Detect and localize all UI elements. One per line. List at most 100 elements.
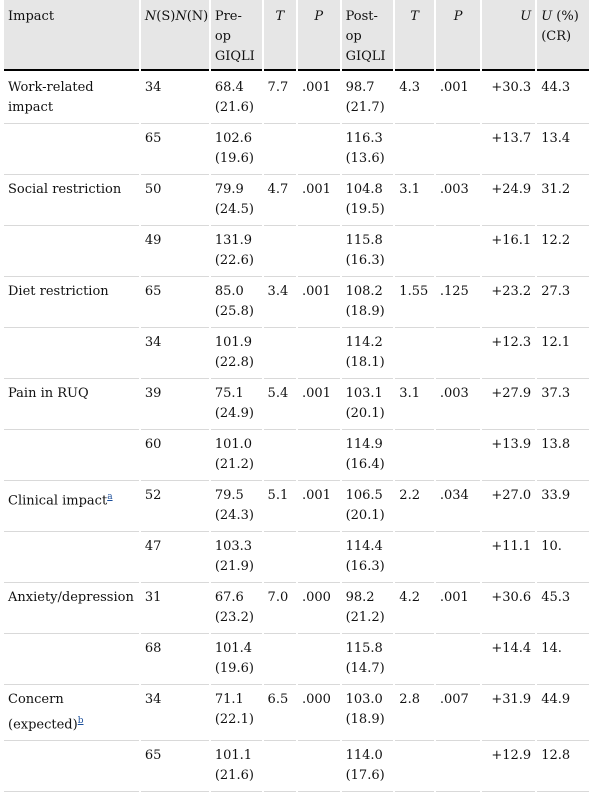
cell-pre: 68.4 (21.6) bbox=[210, 71, 262, 124]
cell-pre: 79.5 (24.3) bbox=[210, 481, 262, 532]
cell-u-text: +30.6 bbox=[491, 590, 532, 605]
cell-post: 98.7 (21.7) bbox=[341, 71, 394, 124]
cell-u: +13.9 bbox=[482, 430, 536, 481]
cell-p2-text: .034 bbox=[439, 488, 469, 503]
cell-cr: 10. bbox=[537, 532, 589, 583]
cell-t1-text: 6.5 bbox=[267, 692, 289, 707]
cell-u-text: +30.3 bbox=[491, 80, 532, 95]
cell-t2: 2.2 bbox=[395, 481, 434, 532]
cell-n: 68 bbox=[140, 634, 209, 685]
header-p2: P bbox=[435, 0, 481, 71]
footnote-link[interactable]: a bbox=[107, 492, 113, 502]
cell-n: 49 bbox=[140, 226, 209, 277]
cell-t1 bbox=[263, 430, 296, 481]
cell-cr-text: 27.3 bbox=[541, 284, 571, 299]
cell-t1 bbox=[263, 634, 296, 685]
cell-post-text: 103.1 (20.1) bbox=[345, 386, 385, 421]
cell-u: +30.6 bbox=[482, 583, 536, 634]
cell-p1: .001 bbox=[298, 379, 340, 430]
cell-n: 47 bbox=[140, 532, 209, 583]
cell-pre: 85.0 (25.8) bbox=[210, 277, 262, 328]
cell-p2-text: .003 bbox=[439, 182, 469, 197]
cell-u: +23.2 bbox=[482, 277, 536, 328]
cell-cr-text: 12.2 bbox=[541, 233, 571, 248]
cell-t1: 7.0 bbox=[263, 583, 296, 634]
cell-t2-text: 2.8 bbox=[399, 692, 420, 707]
cell-cr-text: 14. bbox=[541, 641, 562, 656]
cell-impact: Diet restriction bbox=[4, 277, 139, 328]
cell-p2 bbox=[435, 634, 481, 685]
cell-impact bbox=[4, 634, 139, 685]
cell-p2: .034 bbox=[435, 481, 481, 532]
cell-pre-text: 101.9 (22.8) bbox=[214, 335, 254, 370]
cell-t2: 4.2 bbox=[395, 583, 434, 634]
cell-cr-text: 13.4 bbox=[541, 131, 571, 146]
cell-t2: 3.1 bbox=[395, 379, 434, 430]
cell-p1: .001 bbox=[298, 71, 340, 124]
cell-p1: .000 bbox=[298, 685, 340, 742]
cell-cr-text: 13.8 bbox=[541, 437, 571, 452]
cell-t1-text: 7.0 bbox=[267, 590, 289, 605]
cell-cr-text: 12.1 bbox=[541, 335, 571, 350]
cell-u-text: +31.9 bbox=[491, 692, 532, 707]
cell-u-text: +27.9 bbox=[491, 386, 532, 401]
cell-post-text: 114.0 (17.6) bbox=[345, 748, 385, 784]
cell-p2 bbox=[435, 226, 481, 277]
cell-n-text: 34 bbox=[144, 335, 162, 350]
cell-n: 60 bbox=[140, 430, 209, 481]
cell-t2-text: 3.1 bbox=[399, 386, 420, 401]
cell-u: +14.4 bbox=[482, 634, 536, 685]
cell-post: 103.0 (18.9) bbox=[341, 685, 394, 742]
cell-post-text: 98.2 (21.2) bbox=[345, 590, 385, 625]
cell-p1-text: .000 bbox=[302, 692, 331, 707]
cell-cr: 33.9 bbox=[537, 481, 589, 532]
cell-t1-text: 4.7 bbox=[267, 182, 289, 197]
cell-p2: .003 bbox=[435, 175, 481, 226]
cell-pre-text: 101.0 (21.2) bbox=[214, 437, 254, 472]
cell-n-text: 65 bbox=[144, 284, 162, 299]
cell-t1 bbox=[263, 124, 296, 175]
cell-u: +31.9 bbox=[482, 685, 536, 742]
table-row: 34 101.9 (22.8) 114.2 (18.1) +12.3 12.1 bbox=[4, 328, 589, 379]
table-row: Social restriction 50 79.9 (24.5) 4.7 .001 10… bbox=[4, 175, 589, 226]
cell-p2-text: .125 bbox=[439, 284, 469, 299]
cell-impact-text: Pain in RUQ bbox=[8, 386, 89, 401]
cell-impact-text: Clinical impact bbox=[8, 493, 108, 509]
table-row: 47 103.3 (21.9) 114.4 (16.3) +11.1 10. bbox=[4, 532, 589, 583]
cell-t1 bbox=[263, 532, 296, 583]
cell-t1 bbox=[263, 328, 296, 379]
cell-p1-text: .001 bbox=[302, 488, 331, 503]
header-postop: Post-op GIQLI bbox=[341, 0, 394, 71]
header-t2: T bbox=[395, 0, 434, 71]
header-u-pct: U (%) (CR) bbox=[537, 0, 589, 71]
cell-n: 34 bbox=[140, 685, 209, 742]
header-p1: P bbox=[298, 0, 340, 71]
table-row: 49 131.9 (22.6) 115.8 (16.3) +16.1 12.2 bbox=[4, 226, 589, 277]
cell-n-text: 34 bbox=[144, 692, 162, 707]
cell-pre-text: 79.9 (24.5) bbox=[214, 182, 254, 217]
cell-pre: 79.9 (24.5) bbox=[210, 175, 262, 226]
cell-cr: 37.3 bbox=[537, 379, 589, 430]
cell-n-text: 47 bbox=[144, 539, 162, 554]
cell-p1: .001 bbox=[298, 277, 340, 328]
cell-n-text: 39 bbox=[144, 386, 162, 401]
cell-n-text: 60 bbox=[144, 437, 162, 452]
cell-post: 106.5 (20.1) bbox=[341, 481, 394, 532]
cell-impact bbox=[4, 741, 139, 792]
table-row: Clinical impacta 52 79.5 (24.3) 5.1 .001 106.… bbox=[4, 481, 589, 532]
cell-post: 104.8 (19.5) bbox=[341, 175, 394, 226]
cell-p1: .001 bbox=[298, 175, 340, 226]
cell-p2: .007 bbox=[435, 685, 481, 742]
cell-u-text: +13.7 bbox=[491, 131, 532, 146]
cell-post-text: 115.8 (14.7) bbox=[345, 641, 385, 676]
cell-p1 bbox=[298, 226, 340, 277]
cell-post-text: 114.9 (16.4) bbox=[345, 437, 385, 472]
cell-cr: 12.2 bbox=[537, 226, 589, 277]
cell-p1-text: .001 bbox=[302, 284, 331, 299]
cell-p1: .001 bbox=[298, 481, 340, 532]
cell-pre-text: 75.1 (24.9) bbox=[214, 386, 254, 421]
footnote-link[interactable]: b bbox=[77, 716, 84, 726]
cell-t2: 2.8 bbox=[395, 685, 434, 742]
cell-pre: 102.6 (19.6) bbox=[210, 124, 262, 175]
cell-p2 bbox=[435, 124, 481, 175]
